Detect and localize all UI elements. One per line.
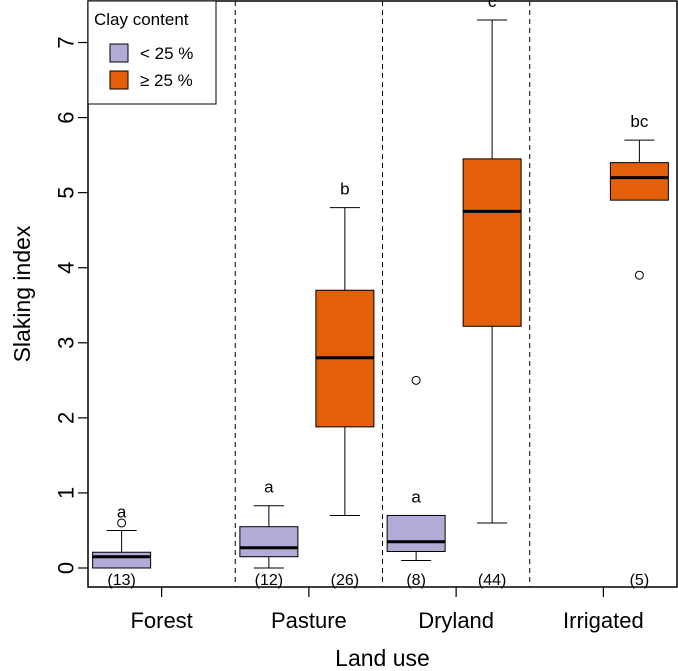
y-tick-label: 6 — [54, 111, 79, 123]
x-tick-label: Irrigated — [563, 608, 644, 633]
box-dryland-high-clay — [462, 19, 522, 524]
box-pasture-low-clay — [239, 505, 299, 569]
x-tick-label: Pasture — [271, 608, 347, 633]
outlier-point — [117, 518, 127, 528]
box-iqr — [239, 526, 299, 558]
legend-entries: < 25 % ≥ 25 % — [109, 43, 193, 90]
box-iqr — [92, 551, 152, 569]
box-series — [92, 19, 669, 569]
plot-frame — [87, 0, 678, 588]
x-tick-label: Dryland — [418, 608, 494, 633]
y-tick-label: 5 — [54, 187, 79, 199]
sample-size-label: (8) — [406, 572, 426, 589]
sample-size-label: (13) — [107, 572, 135, 589]
legend-title: Clay content — [94, 10, 189, 29]
legend-entry: ≥ 25 % — [109, 70, 193, 90]
y-axis-title: Slaking index — [9, 225, 35, 362]
box-iqr — [462, 158, 522, 327]
legend-frame — [87, 0, 217, 105]
outlier-point — [411, 375, 421, 385]
legend-label: ≥ 25 % — [140, 71, 193, 90]
legend-swatch — [109, 70, 129, 90]
box-forest-low-clay — [92, 518, 152, 569]
box-iqr — [609, 162, 669, 201]
x-axis-title: Land use — [335, 645, 430, 671]
x-axis: Forest Pasture Dryland Irrigated — [130, 587, 644, 633]
y-axis: 0 1 2 3 4 5 6 7 — [54, 36, 88, 574]
y-tick-label: 3 — [54, 337, 79, 349]
legend-label: < 25 % — [140, 44, 193, 63]
sample-size-label: (12) — [255, 572, 283, 589]
significance-letter: bc — [630, 112, 648, 131]
box-iqr — [386, 514, 446, 552]
sample-size-label: (5) — [630, 572, 650, 589]
y-tick-label: 4 — [54, 262, 79, 274]
sample-size-label: (44) — [478, 572, 506, 589]
y-tick-label: 1 — [54, 487, 79, 499]
y-tick-label: 0 — [54, 562, 79, 574]
y-tick-label: 7 — [54, 36, 79, 48]
significance-letter: c — [488, 0, 497, 11]
outlier-point — [634, 270, 644, 280]
legend-swatch — [109, 43, 129, 63]
sample-size-label: (26) — [331, 572, 359, 589]
significance-letter: a — [411, 487, 421, 506]
box-irrigated-high-clay — [609, 139, 669, 280]
x-tick-label: Forest — [130, 608, 192, 633]
legend-entry: < 25 % — [109, 43, 193, 63]
significance-letter: b — [340, 180, 349, 199]
category-dividers — [234, 1, 531, 587]
y-tick-label: 2 — [54, 412, 79, 424]
significance-letter: a — [264, 478, 274, 497]
box-pasture-high-clay — [315, 207, 375, 516]
box-dryland-low-clay — [386, 375, 446, 561]
significance-letter: a — [117, 502, 127, 521]
legend: Clay content < 25 % ≥ 25 % — [87, 0, 217, 105]
box-annotations: a (13) a (12) b (26) a (8) c (44) bc (5) — [107, 0, 649, 589]
